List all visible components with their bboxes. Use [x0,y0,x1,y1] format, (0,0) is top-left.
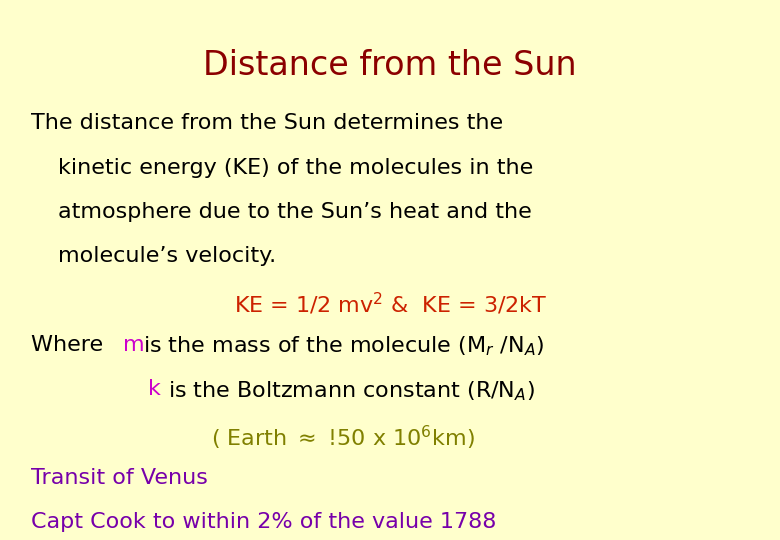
Text: atmosphere due to the Sun’s heat and the: atmosphere due to the Sun’s heat and the [58,202,532,222]
Text: molecule’s velocity.: molecule’s velocity. [58,246,277,266]
Text: Capt Cook to within 2% of the value 1788: Capt Cook to within 2% of the value 1788 [31,512,497,532]
Text: Where: Where [31,335,111,355]
Text: k: k [148,379,161,399]
Text: ( Earth $\approx$ !50 x 10$^6$km): ( Earth $\approx$ !50 x 10$^6$km) [211,423,474,451]
Text: The distance from the Sun determines the: The distance from the Sun determines the [31,113,503,133]
Text: kinetic energy (KE) of the molecules in the: kinetic energy (KE) of the molecules in … [58,158,534,178]
Text: Distance from the Sun: Distance from the Sun [203,49,577,82]
Text: is the mass of the molecule (M$_r$ /N$_A$): is the mass of the molecule (M$_r$ /N$_A… [136,335,544,359]
Text: Transit of Venus: Transit of Venus [31,468,208,488]
Text: m: m [123,335,145,355]
Text: KE = 1/2 mv$^{2}$ &  KE = 3/2kT: KE = 1/2 mv$^{2}$ & KE = 3/2kT [233,291,547,317]
Text: is the Boltzmann constant (R/N$_A$): is the Boltzmann constant (R/N$_A$) [161,379,534,403]
